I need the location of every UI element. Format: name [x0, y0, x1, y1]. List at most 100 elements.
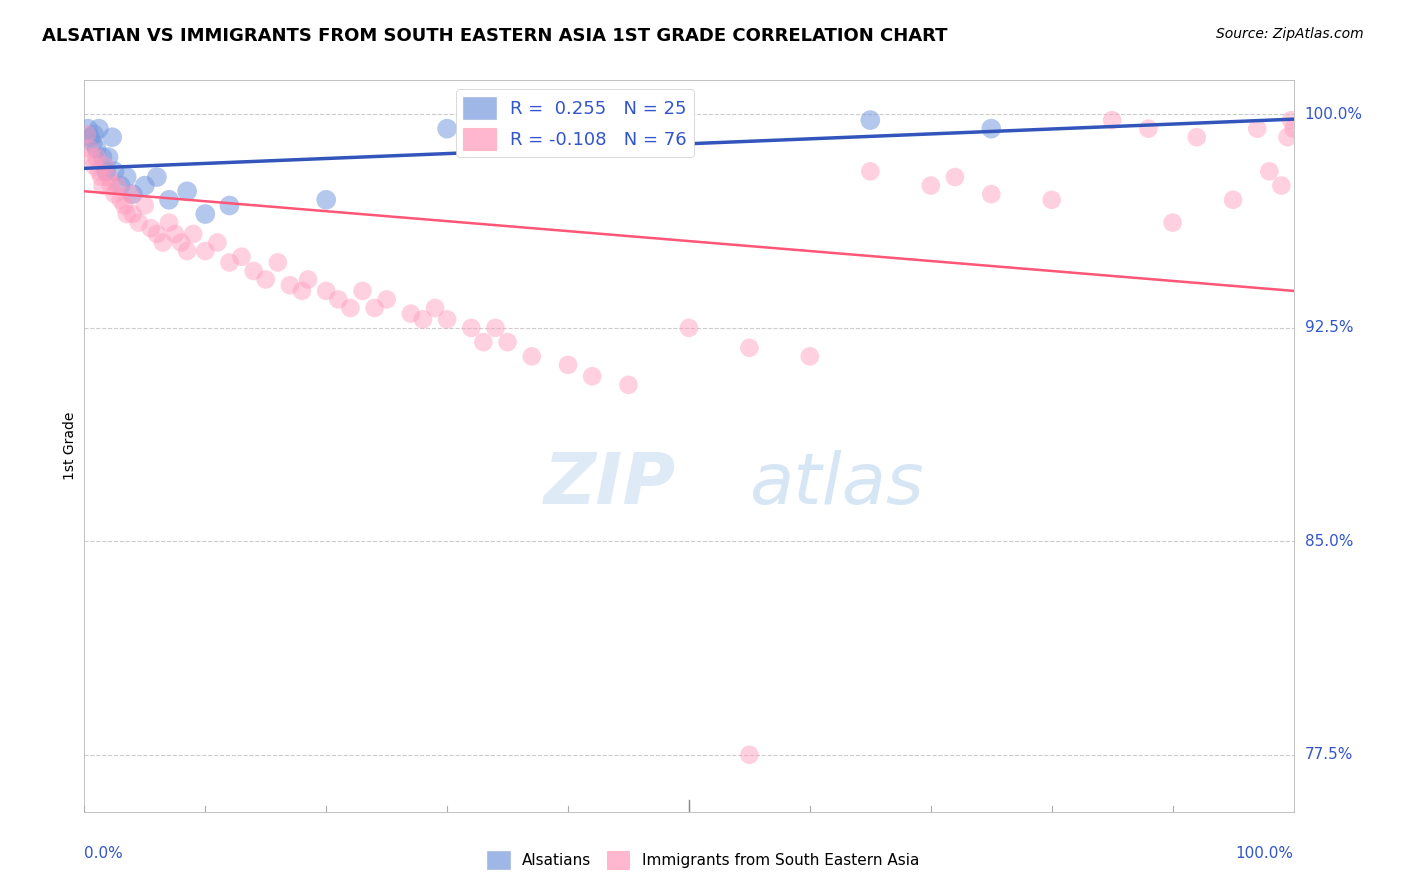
- Point: [291, 284, 314, 298]
- Point: [97, 169, 120, 184]
- Point: [859, 113, 882, 128]
- Point: [738, 747, 761, 762]
- Point: [134, 178, 156, 193]
- Point: [1222, 193, 1244, 207]
- Point: [121, 187, 143, 202]
- Point: [1258, 164, 1281, 178]
- Point: [436, 121, 458, 136]
- Point: [105, 178, 128, 193]
- Point: [157, 193, 180, 207]
- Point: [460, 321, 482, 335]
- Point: [315, 193, 337, 207]
- Point: [82, 136, 104, 150]
- Point: [79, 130, 101, 145]
- Point: [412, 312, 434, 326]
- Point: [91, 178, 114, 193]
- Point: [91, 150, 114, 164]
- Point: [176, 244, 198, 258]
- Point: [80, 150, 103, 164]
- Point: [315, 284, 337, 298]
- Point: [83, 128, 105, 142]
- Point: [100, 178, 122, 193]
- Point: [678, 321, 700, 335]
- Point: [83, 159, 105, 173]
- Point: [1161, 216, 1184, 230]
- Point: [181, 227, 204, 241]
- Point: [436, 312, 458, 326]
- Point: [110, 193, 132, 207]
- Point: [496, 335, 519, 350]
- Point: [254, 272, 277, 286]
- Text: 92.5%: 92.5%: [1305, 320, 1353, 335]
- Point: [218, 255, 240, 269]
- Point: [120, 187, 142, 202]
- Point: [218, 198, 240, 212]
- Point: [278, 278, 301, 293]
- Point: [94, 164, 117, 178]
- Point: [1137, 121, 1160, 136]
- Point: [980, 121, 1002, 136]
- Point: [165, 227, 187, 241]
- Point: [146, 169, 169, 184]
- Point: [1101, 113, 1123, 128]
- Point: [139, 221, 162, 235]
- Text: 100.0%: 100.0%: [1305, 107, 1362, 122]
- Point: [328, 293, 350, 307]
- Text: 77.5%: 77.5%: [1305, 747, 1353, 763]
- Point: [231, 250, 253, 264]
- Point: [1040, 193, 1063, 207]
- Point: [581, 369, 603, 384]
- Point: [1246, 121, 1268, 136]
- Point: [87, 121, 110, 136]
- Point: [101, 130, 124, 145]
- Text: 100.0%: 100.0%: [1236, 847, 1294, 862]
- Point: [267, 255, 290, 269]
- Text: atlas: atlas: [749, 450, 924, 519]
- Point: [176, 184, 198, 198]
- Point: [128, 216, 150, 230]
- Point: [980, 187, 1002, 202]
- Point: [194, 244, 217, 258]
- Point: [472, 335, 495, 350]
- Text: Source: ZipAtlas.com: Source: ZipAtlas.com: [1216, 27, 1364, 41]
- Point: [1282, 121, 1305, 136]
- Point: [104, 187, 127, 202]
- Point: [557, 358, 579, 372]
- Point: [943, 169, 966, 184]
- Text: ALSATIAN VS IMMIGRANTS FROM SOUTH EASTERN ASIA 1ST GRADE CORRELATION CHART: ALSATIAN VS IMMIGRANTS FROM SOUTH EASTER…: [42, 27, 948, 45]
- Point: [207, 235, 229, 250]
- Point: [520, 349, 543, 363]
- Point: [146, 227, 169, 241]
- Point: [104, 164, 127, 178]
- Point: [1279, 113, 1302, 128]
- Point: [363, 301, 385, 315]
- Point: [484, 321, 506, 335]
- Point: [375, 293, 398, 307]
- Point: [94, 159, 117, 173]
- Point: [399, 307, 422, 321]
- Text: 0.0%: 0.0%: [84, 847, 124, 862]
- Point: [352, 284, 374, 298]
- Point: [1270, 178, 1292, 193]
- Point: [242, 264, 264, 278]
- Point: [97, 150, 120, 164]
- Point: [1277, 130, 1299, 145]
- Point: [77, 121, 100, 136]
- Point: [170, 235, 193, 250]
- Point: [87, 164, 110, 178]
- Point: [76, 128, 98, 142]
- Point: [297, 272, 319, 286]
- Point: [121, 207, 143, 221]
- Point: [339, 301, 361, 315]
- Text: 85.0%: 85.0%: [1305, 533, 1353, 549]
- Point: [557, 130, 579, 145]
- Point: [859, 164, 882, 178]
- Point: [90, 169, 112, 184]
- Point: [115, 207, 138, 221]
- Legend: R =  0.255   N = 25, R = -0.108   N = 76: R = 0.255 N = 25, R = -0.108 N = 76: [456, 89, 695, 157]
- Point: [920, 178, 942, 193]
- Legend: Alsatians, Immigrants from South Eastern Asia: Alsatians, Immigrants from South Eastern…: [481, 845, 925, 875]
- Y-axis label: 1st Grade: 1st Grade: [63, 412, 77, 480]
- Point: [86, 150, 108, 164]
- Point: [112, 198, 135, 212]
